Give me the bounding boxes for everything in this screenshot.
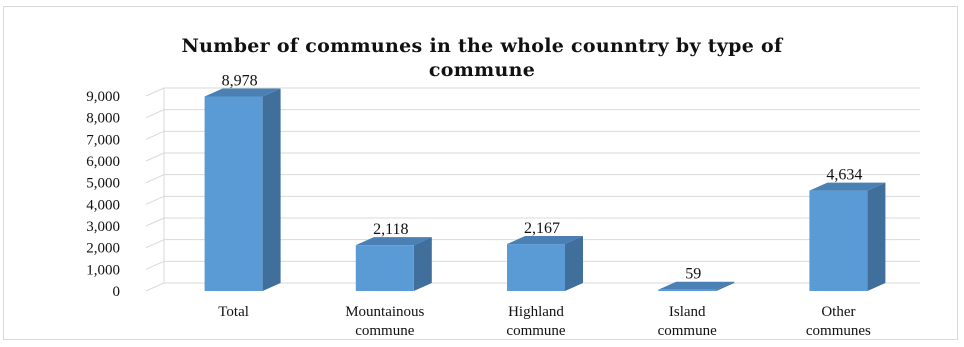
y-tick-label: 3,000 [86,219,120,235]
gridline-depth [145,195,165,205]
gridline-depth [145,109,165,119]
y-axis-ticks: 0 1,000 2,000 3,000 4,000 5,000 6,000 7,000 8,00… [86,89,120,300]
data-label: 2,118 [373,221,408,238]
category-label: Mountainous [345,304,424,320]
gridline-depth [145,239,165,249]
bar-side [565,236,583,291]
y-tick-label: 8,000 [86,111,120,127]
y-tick-label: 0 [113,284,121,300]
bar-top [809,182,886,191]
data-label: 59 [685,266,701,283]
bar-side [262,88,281,291]
category-label: Total [218,304,249,320]
chart-title-line-2: commune [428,59,536,81]
chart-title-line-1: Number of communes in the whole counntry… [181,35,783,57]
bar-top [507,236,583,245]
gridline-depth [145,87,165,97]
bar-top [355,237,432,246]
gridline-depth [145,152,165,162]
chart-title: Number of communes in the whole counntry… [0,34,964,82]
y-tick-label: 9,000 [86,89,120,105]
bar-side [413,237,432,291]
bars [204,88,886,291]
bar [204,88,281,291]
gridline-depth [145,260,165,270]
bar [809,182,886,291]
y-tick-label: 2,000 [86,241,120,257]
gridline-depth [145,217,165,227]
bar-front [204,96,263,291]
gridline-depth [145,282,165,292]
category-label: commune [355,323,414,339]
y-tick-label: 1,000 [86,262,120,278]
bar-front [355,245,414,291]
bar-front [658,289,717,291]
bar-side [867,182,886,291]
bar [507,236,583,291]
bar-front [809,190,868,291]
data-labels: 8,978 2,118 2,167 59 4,634 [222,72,863,282]
category-label: Other [821,304,855,320]
data-label: 2,167 [524,220,560,237]
gridline-depth [145,174,165,184]
bar-top [658,281,735,290]
category-label: communes [806,323,871,339]
gridline-depth [145,130,165,140]
y-tick-label: 4,000 [86,197,120,213]
bar-side [716,281,735,291]
category-label: commune [506,323,565,339]
category-label: commune [658,323,717,339]
category-label: Island [669,304,706,320]
category-label: Highland [508,304,564,320]
bar [355,237,432,291]
y-tick-label: 7,000 [86,132,120,148]
bar-front [507,244,565,291]
category-labels: Total Mountainous commune Highland commune Is… [218,304,871,339]
y-tick-label: 6,000 [86,154,120,170]
data-label: 4,634 [826,167,862,184]
data-label: 8,978 [222,72,258,89]
bar [658,281,735,291]
y-tick-label: 5,000 [86,176,120,192]
bar-top [204,88,281,97]
